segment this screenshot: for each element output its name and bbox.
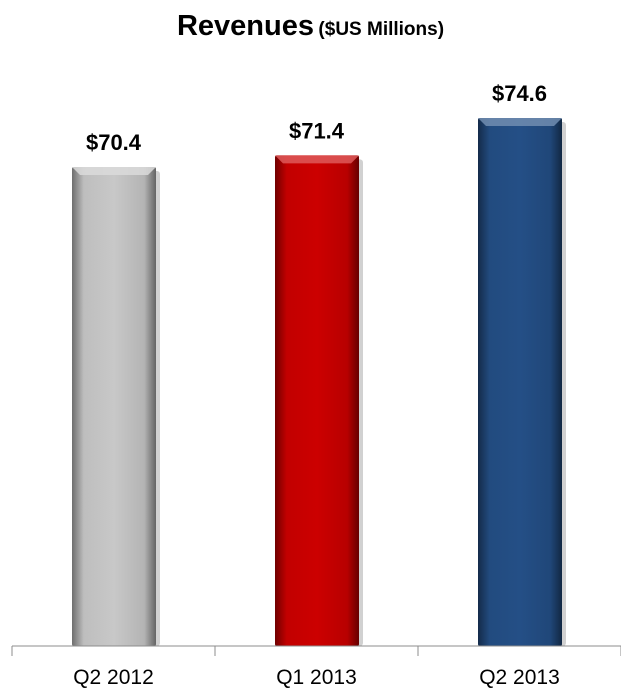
data-label: $71.4	[289, 118, 345, 143]
bar-top-bevel	[275, 155, 359, 164]
bars-group	[72, 118, 566, 647]
chart-title: Revenues ($US Millions)	[0, 10, 621, 43]
bar-q2-2012	[72, 167, 156, 646]
bar-q2-2013	[478, 118, 562, 646]
x-axis	[11, 645, 621, 656]
data-label: $70.4	[86, 130, 142, 155]
x-tick-label: Q2 2012	[73, 666, 154, 689]
chart-subtitle: ($US Millions)	[318, 19, 445, 40]
x-tick-label: Q2 2013	[479, 666, 560, 689]
data-label: $74.6	[492, 81, 547, 106]
bar-top-bevel	[72, 167, 156, 175]
x-tick-label: Q1 2013	[276, 666, 357, 689]
chart-title-main: Revenues	[176, 10, 314, 42]
bar-top-bevel	[478, 118, 562, 126]
bar-q1-2013	[275, 155, 359, 647]
labels-group: $70.4 Q2 2012 $71.4 Q1 2013 $74.6 Q2 2013	[73, 81, 560, 689]
